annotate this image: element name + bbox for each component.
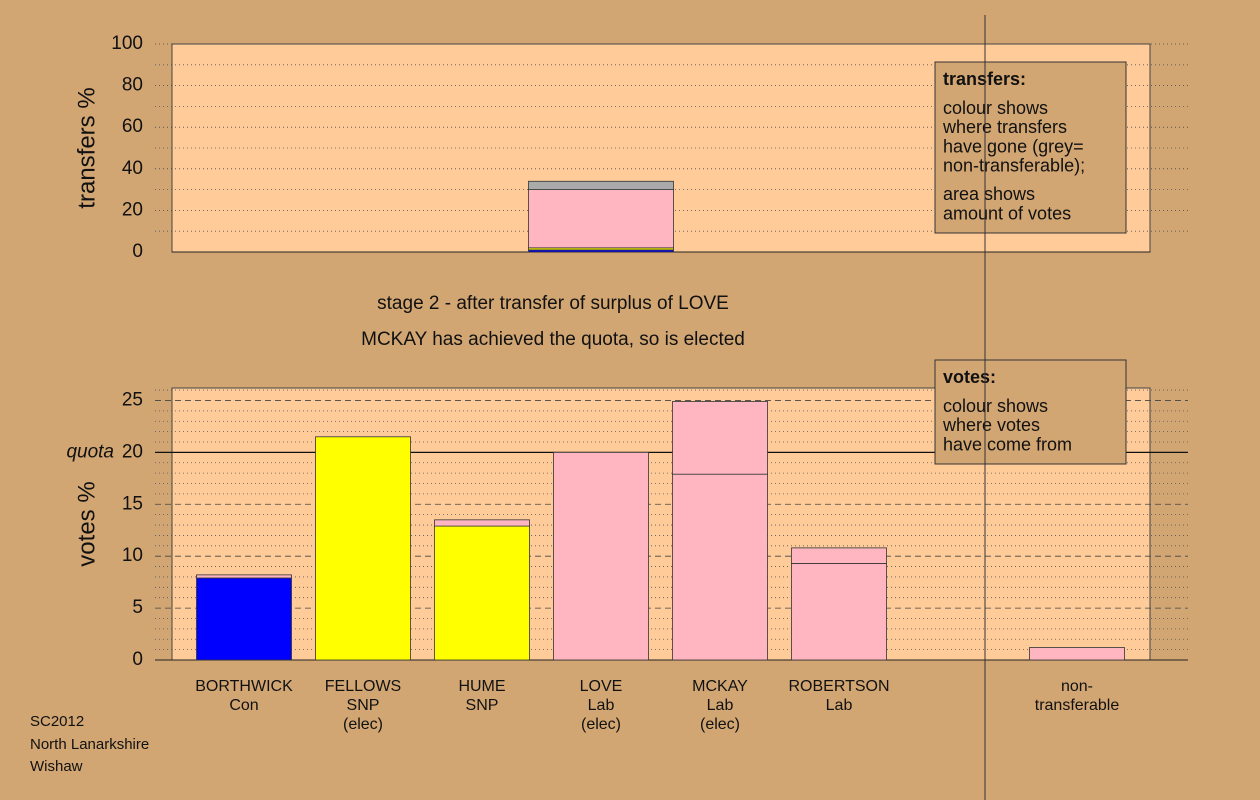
x-tick-label: (elec) <box>700 716 740 733</box>
y-tick-label: 25 <box>122 389 143 410</box>
bar-segment <box>528 180 674 190</box>
x-tick-label: Lab <box>707 697 734 714</box>
bar-segment <box>528 189 674 249</box>
y-tick-label: 0 <box>132 649 143 670</box>
x-tick-label: Con <box>229 697 258 714</box>
note-text: non-transferable); <box>943 156 1085 176</box>
x-tick-label: FELLOWS <box>325 678 401 695</box>
bar-segment <box>1029 647 1125 661</box>
note-text: have come from <box>943 434 1072 454</box>
footer-line: Wishaw <box>30 758 83 775</box>
bar-segment <box>196 574 292 579</box>
x-tick-label: ROBERTSON <box>788 678 889 695</box>
bar-segment <box>434 519 530 527</box>
y-axis-title: transfers % <box>73 87 100 208</box>
y-tick-label: 0 <box>132 241 143 262</box>
note-text: have gone (grey= <box>943 136 1084 156</box>
bar-segment <box>672 473 768 661</box>
note-text: amount of votes <box>943 203 1071 223</box>
note-box <box>934 61 1127 234</box>
y-tick-label: 40 <box>122 158 143 179</box>
note-text: colour shows <box>943 98 1048 118</box>
note-text: area shows <box>943 184 1035 204</box>
x-tick-label: Lab <box>826 697 853 714</box>
x-tick-label: (elec) <box>343 716 383 733</box>
y-axis-title: votes % <box>73 481 100 566</box>
quota-label: quota <box>66 441 114 462</box>
x-tick-label: MCKAY <box>692 678 748 695</box>
note-text: where votes <box>942 415 1040 435</box>
y-tick-label: 20 <box>122 441 143 462</box>
bar-segment <box>315 436 411 661</box>
bar-segment <box>791 547 887 564</box>
subtitle: stage 2 - after transfer of surplus of L… <box>377 293 729 314</box>
bar-segment <box>553 451 649 661</box>
x-tick-label: non- <box>1061 678 1093 695</box>
y-tick-label: 10 <box>122 545 143 566</box>
x-tick-label: SNP <box>347 697 380 714</box>
subtitle: MCKAY has achieved the quota, so is elec… <box>361 329 745 350</box>
y-tick-label: 15 <box>122 493 143 514</box>
y-tick-label: 60 <box>122 116 143 137</box>
note-box <box>934 359 1127 465</box>
note-text: colour shows <box>943 396 1048 416</box>
footer-line: SC2012 <box>30 713 84 730</box>
bar-segment <box>434 525 530 661</box>
note-text: where transfers <box>942 117 1067 137</box>
y-tick-label: 5 <box>132 597 143 618</box>
y-tick-label: 20 <box>122 199 143 220</box>
bar-segment <box>791 563 887 661</box>
x-tick-label: Lab <box>588 697 615 714</box>
x-tick-label: SNP <box>466 697 499 714</box>
y-tick-label: 100 <box>111 33 143 54</box>
footer-line: North Lanarkshire <box>30 736 149 753</box>
x-tick-label: transferable <box>1035 697 1120 714</box>
bar-segment <box>196 577 292 661</box>
y-tick-label: 80 <box>122 75 143 96</box>
x-tick-label: (elec) <box>581 716 621 733</box>
x-tick-label: HUME <box>458 678 505 695</box>
x-tick-label: LOVE <box>580 678 623 695</box>
note-title: votes: <box>943 367 996 387</box>
bar-segment <box>672 401 768 475</box>
x-tick-label: BORTHWICK <box>195 678 293 695</box>
